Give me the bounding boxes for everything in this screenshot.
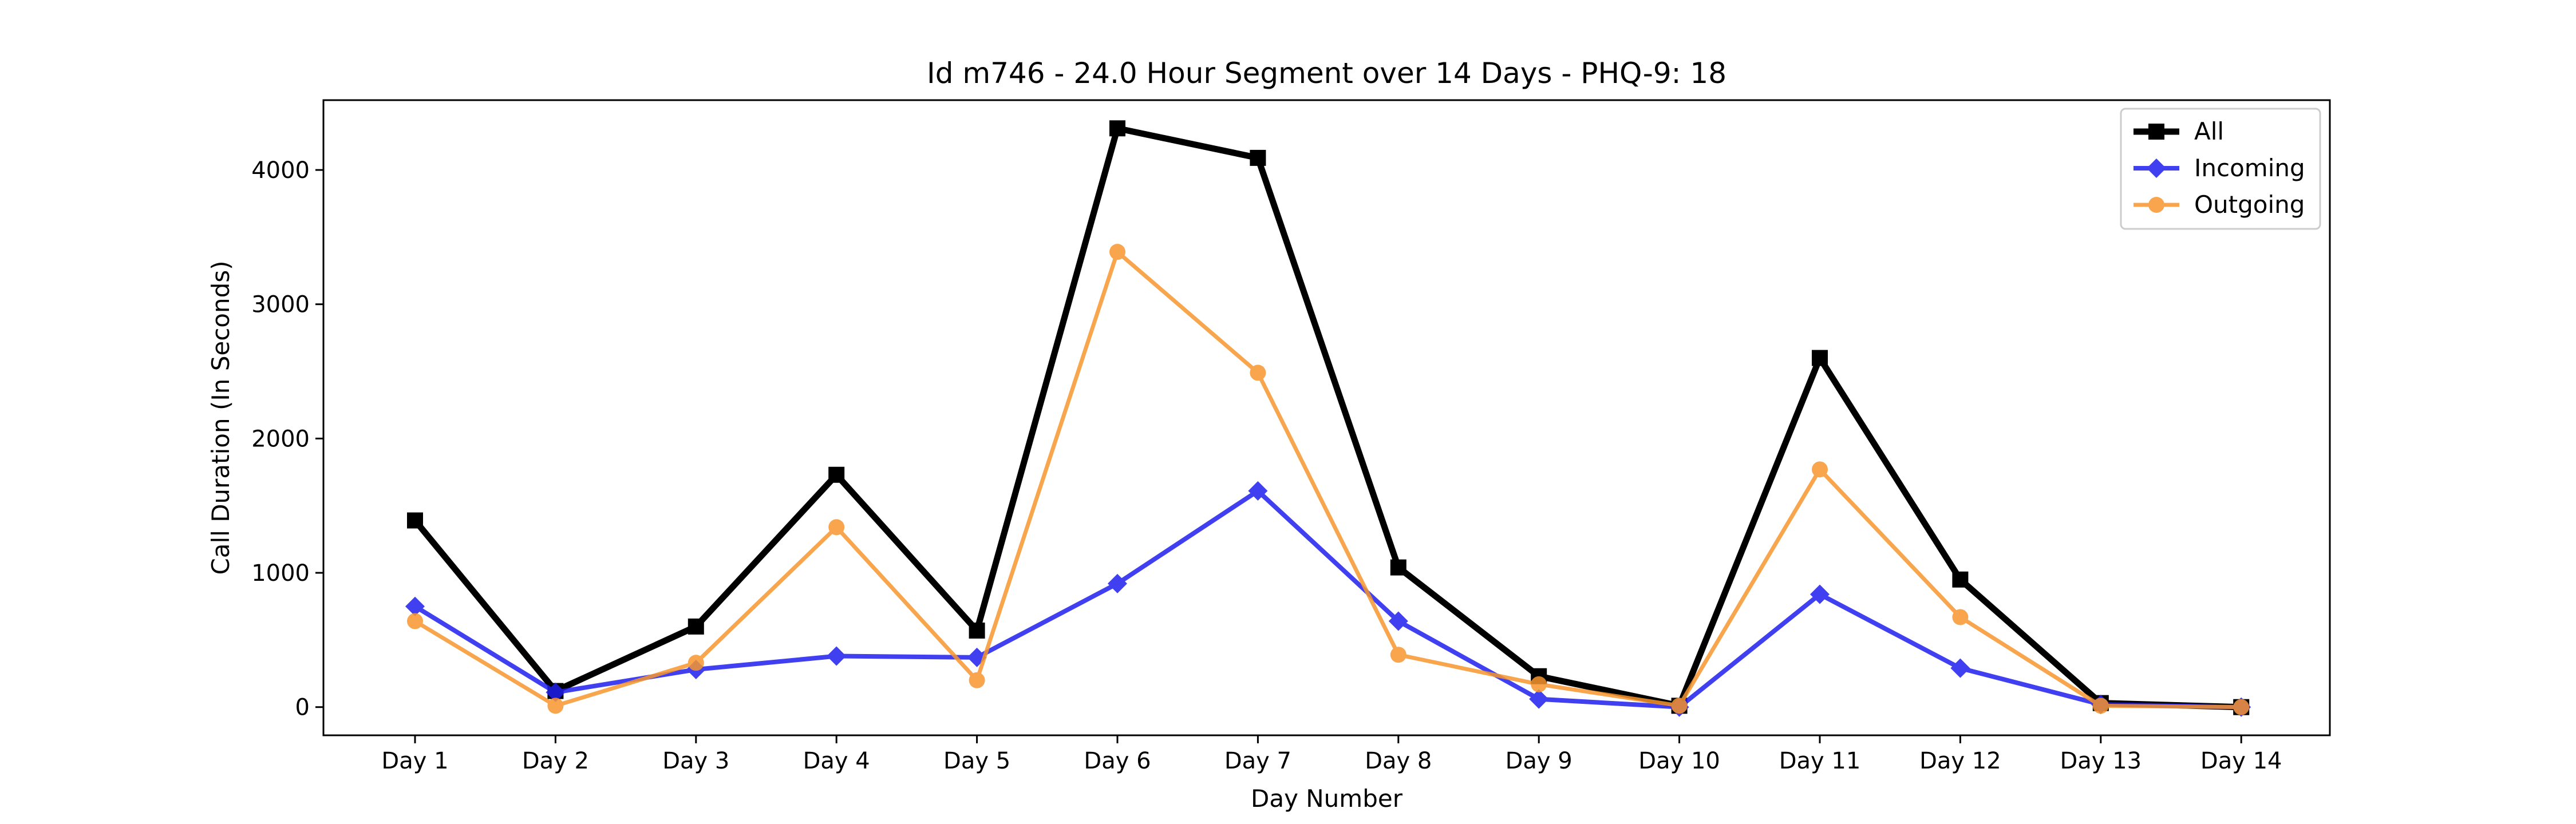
y-axis-label: Call Duration (In Seconds) xyxy=(207,260,235,575)
data-point-all xyxy=(969,622,985,639)
x-tick-label: Day 9 xyxy=(1506,748,1573,774)
chart-title: Id m746 - 24.0 Hour Segment over 14 Days… xyxy=(927,57,1726,90)
legend-label: Incoming xyxy=(2194,154,2305,182)
legend-marker xyxy=(2147,159,2166,178)
data-point-outgoing xyxy=(2233,699,2250,715)
data-point-outgoing xyxy=(1531,676,1547,692)
data-point-all xyxy=(1250,149,1266,166)
series-line-incoming xyxy=(413,488,2242,710)
data-point-outgoing xyxy=(407,613,423,629)
legend-marker xyxy=(2148,197,2164,213)
data-point-incoming xyxy=(546,682,566,702)
x-tick-label: Day 2 xyxy=(522,748,589,774)
data-point-outgoing xyxy=(1812,461,1828,478)
x-tick-label: Day 12 xyxy=(1919,748,2001,774)
data-point-outgoing xyxy=(969,672,985,688)
x-tick-label: Day 3 xyxy=(662,748,729,774)
legend-marker xyxy=(2148,124,2164,140)
plot-area: 0 1000 2000 3000 4000 Day 1 Day 2 Day 3 Day 4 Day… xyxy=(251,99,2331,774)
data-point-all xyxy=(407,512,423,529)
data-point-outgoing xyxy=(1390,647,1406,663)
data-point-all xyxy=(688,618,704,635)
data-point-incoming xyxy=(1810,584,1830,604)
legend-item-all: All xyxy=(2134,117,2224,145)
series-line-outgoing xyxy=(414,248,2242,710)
x-tick-label: Day 8 xyxy=(1365,748,1432,774)
data-point-all xyxy=(1390,559,1406,576)
data-point-incoming xyxy=(1950,658,1970,678)
x-tick-label: Day 6 xyxy=(1084,748,1151,774)
legend-label: All xyxy=(2194,117,2224,145)
series-line-all xyxy=(412,124,2242,711)
y-tick-label: 2000 xyxy=(251,426,310,452)
y-tick-label: 4000 xyxy=(251,157,310,184)
data-point-incoming xyxy=(405,596,425,616)
data-point-incoming xyxy=(1388,611,1408,631)
data-point-outgoing xyxy=(1109,244,1125,260)
data-point-outgoing xyxy=(547,698,564,714)
x-tick-label: Day 13 xyxy=(2060,748,2142,774)
data-point-all xyxy=(1812,350,1828,366)
series-outgoing xyxy=(407,244,2250,715)
data-point-incoming xyxy=(1108,573,1127,593)
data-point-outgoing xyxy=(1250,365,1266,381)
data-point-incoming xyxy=(827,646,847,666)
x-tick-label: Day 1 xyxy=(381,748,448,774)
y-tick-label: 0 xyxy=(295,695,310,721)
data-point-all xyxy=(828,466,845,483)
y-tick-label: 1000 xyxy=(251,560,310,587)
x-tick-label: Day 14 xyxy=(2200,748,2282,774)
x-tick-label: Day 5 xyxy=(943,748,1010,774)
data-point-outgoing xyxy=(1952,609,1969,625)
legend-box xyxy=(2120,108,2321,230)
data-point-all xyxy=(1952,571,1969,588)
data-point-outgoing xyxy=(1671,698,1688,714)
data-point-outgoing xyxy=(828,519,845,536)
legend-item-outgoing: Outgoing xyxy=(2134,191,2305,219)
y-tick-label: 3000 xyxy=(251,292,310,318)
x-tick-label: Day 7 xyxy=(1224,748,1291,774)
data-point-incoming xyxy=(1248,481,1268,501)
data-point-outgoing xyxy=(2092,698,2109,714)
x-tick-label: Day 4 xyxy=(803,748,870,774)
data-point-all xyxy=(1109,120,1125,137)
legend: All Incoming Outgoing xyxy=(2120,108,2321,230)
data-point-outgoing xyxy=(688,655,704,671)
legend-item-incoming: Incoming xyxy=(2134,154,2305,182)
legend-label: Outgoing xyxy=(2194,191,2305,219)
x-axis-label: Day Number xyxy=(1251,785,1403,813)
x-tick-label: Day 10 xyxy=(1638,748,1720,774)
x-tick-label: Day 11 xyxy=(1779,748,1861,774)
plot-frame xyxy=(322,99,2331,736)
data-point-incoming xyxy=(1529,689,1549,709)
